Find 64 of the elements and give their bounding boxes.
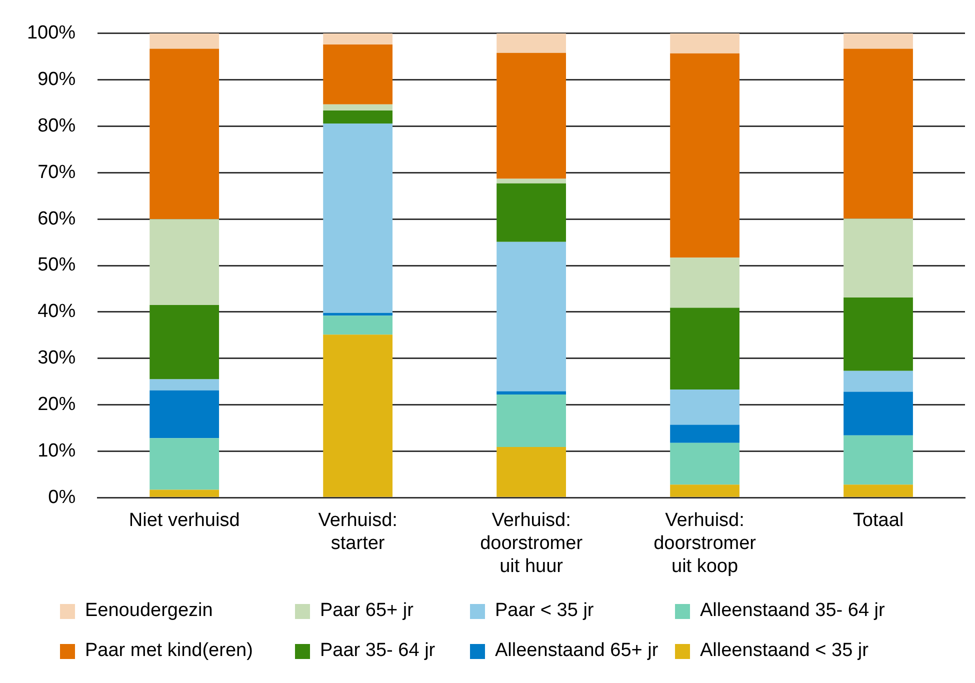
bar <box>844 370 913 392</box>
bar <box>150 304 220 380</box>
bar <box>323 44 393 104</box>
bar <box>323 316 393 335</box>
bar <box>496 183 566 242</box>
bar <box>670 33 740 54</box>
bar <box>150 379 220 390</box>
y-tick-label: 100% <box>26 22 76 44</box>
bar <box>670 389 740 425</box>
bar <box>323 104 393 110</box>
legend-label: Alleenstaand 35- 64 jr <box>700 600 885 622</box>
x-tick-label: Verhuisd: doorstromer uit koop <box>654 510 757 577</box>
bar <box>150 33 220 49</box>
bar <box>496 242 566 392</box>
legend-label: Alleenstaand 65+ jr <box>495 640 658 662</box>
bar <box>670 424 740 443</box>
legend-label: Paar 65+ jr <box>320 600 414 622</box>
y-tick-label: 70% <box>38 162 76 183</box>
y-tick-label: 0% <box>48 486 76 508</box>
y-tick-label: 40% <box>38 301 76 322</box>
bar <box>844 298 913 371</box>
y-tick-label: 60% <box>38 208 76 230</box>
bar <box>323 110 393 124</box>
y-tick-label: 90% <box>38 69 76 90</box>
bar <box>323 312 393 316</box>
x-tick-label: Verhuisd: doorstromer uit huur <box>480 510 584 577</box>
bar <box>150 438 220 490</box>
bar <box>670 442 740 485</box>
bar <box>844 484 913 497</box>
y-tick-label: 10% <box>38 440 76 462</box>
bar <box>844 392 913 436</box>
bar <box>150 390 220 438</box>
bar <box>844 218 913 298</box>
bar <box>150 48 220 220</box>
bar <box>670 484 740 497</box>
x-tick-label: Verhuisd: starter <box>318 510 398 554</box>
y-tick-label: 50% <box>38 254 76 276</box>
bar <box>496 447 566 497</box>
bar <box>323 123 393 313</box>
bar <box>670 53 740 258</box>
bar <box>323 334 393 497</box>
y-tick-label: 30% <box>38 348 76 369</box>
bar <box>496 394 566 447</box>
bar <box>496 391 566 395</box>
legend-label: Paar met kind(eren) <box>85 640 253 662</box>
bar <box>670 308 740 390</box>
legend-label: Alleenstaand < 35 jr <box>700 640 868 662</box>
bar <box>844 33 913 49</box>
bar <box>670 258 740 308</box>
bar <box>150 490 220 497</box>
bar <box>844 435 913 485</box>
legend-label: Paar < 35 jr <box>495 600 594 622</box>
bar <box>323 33 393 45</box>
bar <box>496 33 566 53</box>
bar <box>844 48 913 219</box>
legend-label: Paar 35- 64 jr <box>320 640 436 662</box>
x-tick-label: Niet verhuisd <box>128 510 240 532</box>
bar <box>496 52 566 179</box>
x-tick-label: Totaal <box>852 510 904 532</box>
legend-label: Eenoudergezin <box>85 600 213 622</box>
bar <box>150 219 220 305</box>
y-tick-label: 80% <box>38 115 76 136</box>
y-tick-label: 20% <box>38 394 76 415</box>
bar <box>496 178 566 184</box>
